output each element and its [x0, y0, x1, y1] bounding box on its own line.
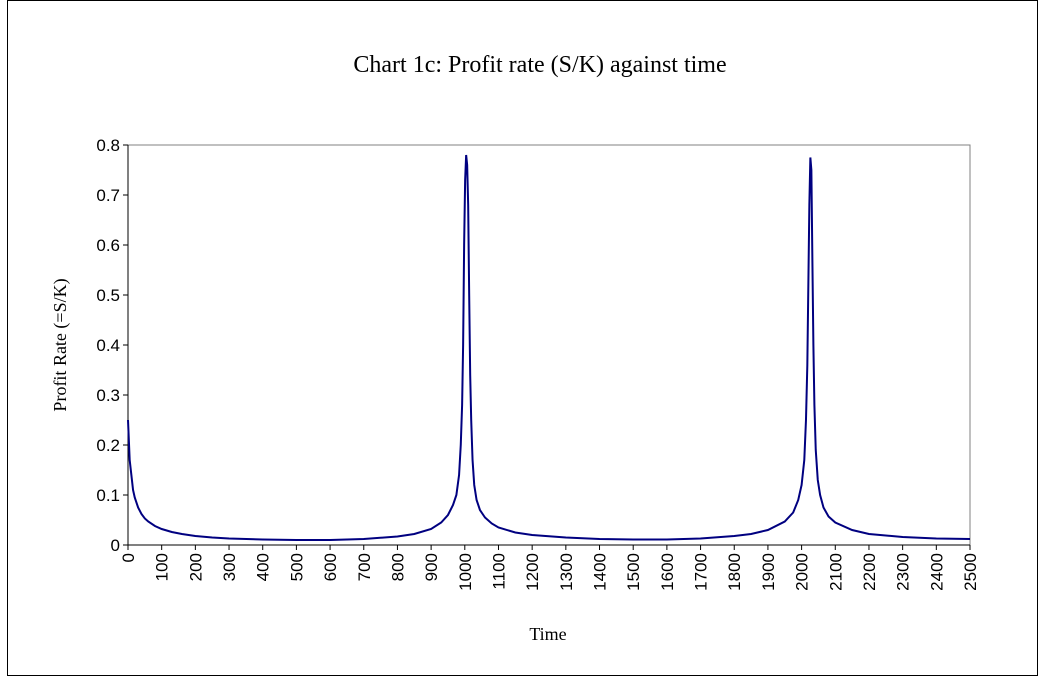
x-tick-label: 100 — [153, 553, 172, 581]
x-tick-label: 1500 — [624, 553, 643, 591]
x-tick-label: 800 — [388, 553, 407, 581]
x-tick-label: 500 — [287, 553, 306, 581]
x-tick-label: 400 — [254, 553, 273, 581]
plot-area — [127, 144, 971, 546]
x-tick-label: 1600 — [658, 553, 677, 591]
x-tick-label: 1100 — [489, 553, 508, 590]
x-tick-label: 2400 — [927, 553, 946, 591]
y-tick-label: 0.4 — [96, 336, 120, 355]
x-tick-label: 900 — [422, 553, 441, 581]
chart-title: Chart 1c: Profit rate (S/K) against time — [353, 52, 726, 78]
x-tick-label: 0 — [119, 553, 138, 562]
x-tick-label: 1400 — [591, 553, 610, 591]
x-axis-label: Time — [529, 624, 566, 644]
x-tick-label: 600 — [321, 553, 340, 581]
y-tick-label: 0.3 — [96, 386, 120, 405]
x-tick-label: 2000 — [793, 553, 812, 591]
x-tick-label: 1000 — [456, 553, 475, 591]
x-tick-label: 1200 — [523, 553, 542, 591]
data-line — [127, 154, 971, 541]
x-tick-label: 300 — [220, 553, 239, 581]
y-tick-label: 0.1 — [96, 486, 120, 505]
x-tick-label: 200 — [186, 553, 205, 581]
x-tick-label: 1300 — [557, 553, 576, 591]
y-tick-label: 0.6 — [96, 236, 120, 255]
x-tick-label: 1900 — [759, 553, 778, 591]
x-tick-label: 2300 — [894, 553, 913, 591]
x-tick-label: 2200 — [860, 553, 879, 591]
y-tick-label: 0.8 — [96, 136, 120, 155]
y-tick-label: 0.7 — [96, 186, 120, 205]
x-tick-label: 700 — [355, 553, 374, 581]
y-tick-label: 0.2 — [96, 436, 120, 455]
y-axis-label: Profit Rate (=S/K) — [50, 278, 71, 411]
x-tick-label: 2100 — [826, 553, 845, 591]
y-tick-label: 0.5 — [96, 286, 120, 305]
y-tick-label: 0 — [111, 536, 120, 555]
x-tick-label: 1700 — [692, 553, 711, 591]
x-tick-label: 2500 — [961, 553, 980, 591]
x-tick-label: 1800 — [725, 553, 744, 591]
